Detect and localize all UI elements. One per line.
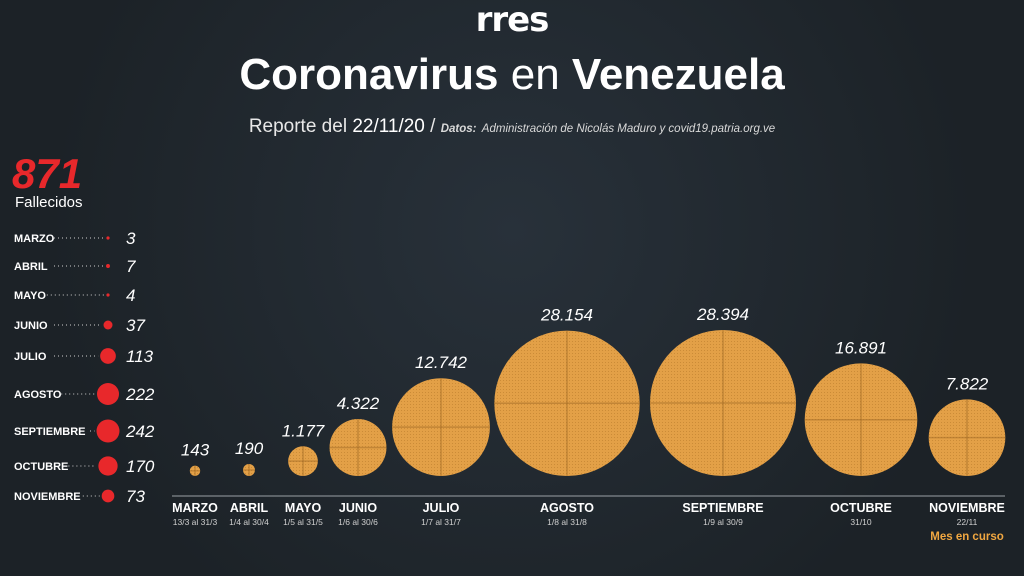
death-month-label-junio: JUNIO [14, 320, 48, 332]
death-dot-abril [106, 264, 110, 268]
title-part-1: Coronavirus [239, 50, 499, 99]
death-month-label-julio: JULIO [14, 351, 47, 363]
case-bubble-group-abril: 190 ABRIL 1/4 al 30/4 [229, 439, 269, 527]
case-value-abril: 190 [235, 439, 264, 458]
report-label: Reporte del [248, 116, 348, 137]
case-bubble-group-noviembre: 7.822 NOVIEMBRE 22/11 [928, 374, 1006, 527]
death-value-agosto: 222 [125, 385, 155, 404]
case-bubble-junio [329, 419, 387, 477]
case-value-septiembre: 28.394 [696, 305, 749, 324]
page-title: Coronavirus en Venezuela [0, 50, 1024, 100]
death-value-junio: 37 [126, 316, 145, 335]
deaths-panel: MARZO 3 ABRIL 7 MAYO 4 JUNIO 37 JULIO 113 AGOSTO 22… [14, 229, 155, 506]
case-bubble-group-octubre: 16.891 OCTUBRE 31/10 [804, 338, 918, 527]
deaths-total: 871 [12, 150, 83, 197]
month-label-octubre: OCTUBRE [830, 501, 892, 515]
deaths-label: Fallecidos [15, 194, 83, 211]
month-label-septiembre: SEPTIEMBRE [682, 501, 763, 515]
title-part-3: Venezuela [571, 50, 785, 99]
period-label-octubre: 31/10 [850, 517, 872, 527]
current-month-note: Mes en curso [930, 531, 1004, 543]
death-value-julio: 113 [126, 347, 154, 366]
death-dot-noviembre [101, 489, 115, 503]
period-label-julio: 1/7 al 31/7 [421, 517, 461, 527]
source-text: Administración de Nicolás Maduro y covid… [481, 123, 776, 135]
death-dot-junio [103, 320, 113, 330]
case-bubble-julio [392, 378, 490, 476]
death-month-label-agosto: AGOSTO [14, 389, 62, 401]
case-bubble-octubre [804, 363, 918, 476]
case-value-noviembre: 7.822 [946, 374, 989, 393]
case-value-junio: 4.322 [337, 394, 380, 413]
period-label-septiembre: 1/9 al 30/9 [703, 517, 743, 527]
case-bubble-group-agosto: 28.154 AGOSTO 1/8 al 31/8 [494, 306, 640, 527]
month-label-julio: JULIO [423, 501, 460, 515]
case-bubble-marzo [189, 465, 201, 476]
case-bubble-mayo [288, 446, 318, 476]
case-bubble-agosto [494, 330, 640, 476]
month-label-abril: ABRIL [230, 501, 269, 515]
source-label: Datos: [440, 123, 477, 135]
rres-logo: rres [475, 0, 550, 40]
death-month-label-mayo: MAYO [14, 290, 46, 302]
death-value-septiembre: 242 [125, 422, 155, 441]
report-date: 22/11/20 [352, 116, 425, 137]
case-bubble-group-marzo: 143 MARZO 13/3 al 31/3 [172, 441, 218, 527]
death-month-label-noviembre: NOVIEMBRE [14, 491, 81, 503]
death-dot-marzo [106, 236, 110, 240]
month-label-noviembre: NOVIEMBRE [929, 501, 1005, 515]
case-bubble-abril [243, 464, 255, 477]
case-bubble-group-septiembre: 28.394 SEPTIEMBRE 1/9 al 30/9 [650, 305, 796, 527]
month-label-junio: JUNIO [339, 501, 377, 515]
death-dot-septiembre [96, 419, 120, 443]
title-part-2: en [510, 50, 560, 99]
case-value-agosto: 28.154 [540, 306, 593, 325]
case-value-octubre: 16.891 [835, 338, 887, 357]
case-bubble-noviembre [928, 399, 1006, 476]
period-label-junio: 1/6 al 30/6 [338, 517, 378, 527]
death-value-marzo: 3 [126, 229, 136, 248]
death-dot-octubre [98, 456, 118, 476]
month-label-agosto: AGOSTO [540, 501, 594, 515]
death-month-label-marzo: MARZO [14, 233, 55, 245]
death-month-label-abril: ABRIL [14, 261, 48, 273]
death-dot-julio [100, 348, 116, 364]
subtitle-separator: / [430, 116, 436, 137]
month-label-mayo: MAYO [285, 501, 322, 515]
period-label-mayo: 1/5 al 31/5 [283, 517, 323, 527]
death-dot-mayo [106, 293, 110, 297]
case-bubble-group-mayo: 1.177 MAYO 1/5 al 31/5 [282, 421, 325, 527]
case-value-marzo: 143 [181, 441, 210, 460]
case-bubble-group-julio: 12.742 JULIO 1/7 al 31/7 [392, 353, 490, 527]
death-value-abril: 7 [126, 257, 136, 276]
death-value-octubre: 170 [126, 457, 155, 476]
case-bubble-group-junio: 4.322 JUNIO 1/6 al 30/6 [329, 394, 387, 527]
period-label-marzo: 13/3 al 31/3 [173, 517, 218, 527]
death-month-label-octubre: OCTUBRE [14, 461, 68, 473]
death-dot-agosto [96, 382, 120, 406]
period-label-agosto: 1/8 al 31/8 [547, 517, 587, 527]
case-value-mayo: 1.177 [282, 421, 325, 440]
case-bubble-septiembre [650, 330, 796, 476]
report-subtitle: Reporte del 22/11/20 / Datos: Administra… [0, 116, 1024, 138]
death-value-noviembre: 73 [126, 487, 145, 506]
period-label-noviembre: 22/11 [957, 517, 978, 527]
death-month-label-septiembre: SEPTIEMBRE [14, 426, 86, 438]
case-value-julio: 12.742 [415, 353, 468, 372]
death-value-mayo: 4 [126, 286, 135, 305]
period-label-abril: 1/4 al 30/4 [229, 517, 269, 527]
month-label-marzo: MARZO [172, 501, 218, 515]
